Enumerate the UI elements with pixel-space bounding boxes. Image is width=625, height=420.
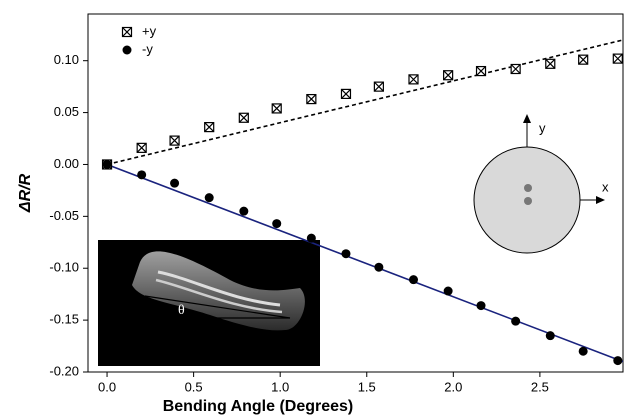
fiber	[157, 270, 281, 307]
data-point	[373, 81, 384, 92]
data-point	[271, 103, 282, 114]
data-point	[578, 346, 588, 356]
marker-cross	[136, 142, 147, 153]
marker-cross	[306, 94, 317, 105]
data-point	[613, 356, 623, 366]
data-point	[102, 159, 112, 169]
cross-section: y x	[473, 114, 609, 254]
x-tick-label: 1.0	[271, 379, 289, 394]
marker-cross	[578, 54, 589, 65]
legend-marker	[121, 26, 133, 38]
fiber	[155, 278, 283, 314]
x-axis-title: Bending Angle (Degrees)	[163, 398, 354, 415]
fit-line	[106, 163, 624, 363]
fiber-dot	[524, 197, 532, 205]
marker-cross	[373, 81, 384, 92]
marker-cross	[238, 112, 249, 123]
marker-cross	[122, 27, 132, 37]
data-point	[170, 178, 180, 188]
data-point	[340, 88, 352, 100]
data-point	[204, 122, 215, 133]
data-point	[578, 54, 589, 65]
marker-cross	[443, 70, 454, 81]
x-tick-label: 1.5	[358, 379, 376, 394]
data-point	[443, 286, 453, 296]
marker-cross	[408, 74, 419, 85]
data-point	[409, 275, 419, 285]
y-axis-title: ΔR/R	[17, 173, 34, 213]
legend-marker	[122, 45, 132, 55]
data-point	[443, 70, 454, 81]
data-point	[511, 316, 521, 326]
theta-label: θ	[178, 303, 185, 318]
data-point	[204, 193, 214, 203]
y-tick-label: 0.05	[54, 104, 79, 119]
x-axis-symbol: x	[602, 179, 609, 194]
marker-cross	[510, 64, 521, 74]
marker-cross	[476, 66, 486, 76]
data-point	[137, 170, 147, 180]
x-tick-label: 0.5	[185, 379, 203, 394]
marker-cross	[169, 135, 180, 146]
data-point	[239, 206, 249, 216]
y-axis-symbol: y	[539, 120, 546, 135]
y-tick-label: 0.00	[54, 156, 79, 171]
legend-label: +y	[142, 23, 157, 38]
x-tick-label: 2.5	[531, 379, 549, 394]
x-tick-label: 0.0	[98, 379, 116, 394]
marker-cross	[341, 88, 351, 99]
legend-label: -y	[142, 41, 153, 56]
data-point	[374, 262, 384, 272]
arrow-head	[596, 196, 605, 204]
data-point	[476, 301, 486, 311]
data-point	[341, 249, 351, 259]
data-point	[612, 53, 623, 64]
marker-cross	[204, 122, 215, 133]
data-point	[169, 135, 180, 146]
fit-line	[106, 39, 624, 166]
y-tick-label: -0.05	[49, 208, 79, 223]
data-point	[306, 93, 317, 105]
fiber-dot	[524, 184, 532, 192]
data-point	[545, 58, 556, 69]
data-point	[510, 63, 521, 75]
angle-line	[144, 295, 291, 319]
marker-cross	[271, 103, 282, 114]
y-tick-label: -0.15	[49, 312, 79, 327]
y-tick-label: 0.10	[54, 52, 79, 67]
y-tick-label: -0.10	[49, 260, 79, 275]
data-point	[475, 65, 487, 77]
plot-frame	[87, 13, 624, 373]
inset: θ	[98, 240, 320, 366]
data-point	[136, 142, 147, 153]
arrow-head	[523, 114, 531, 123]
data-point	[306, 233, 316, 243]
marker-cross	[612, 53, 623, 64]
data-point	[238, 112, 249, 123]
data-point	[408, 74, 419, 85]
y-tick-label: -0.20	[49, 363, 79, 378]
marker-cross	[545, 58, 556, 69]
data-point	[272, 219, 282, 229]
data-point	[545, 331, 555, 341]
x-tick-label: 2.0	[444, 379, 462, 394]
